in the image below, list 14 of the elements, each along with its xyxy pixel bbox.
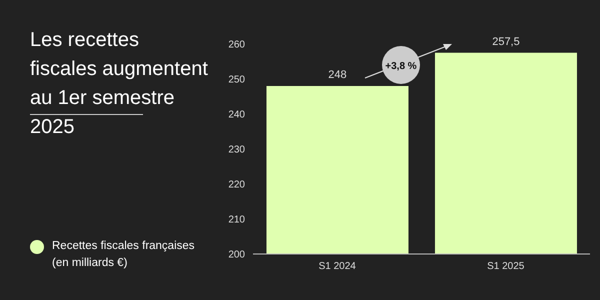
x-tick-label: S1 2025: [487, 261, 525, 272]
y-tick-label: 240: [228, 110, 246, 121]
y-tick-label: 200: [228, 250, 246, 261]
y-tick-label: 230: [228, 144, 246, 156]
y-tick-label: 260: [228, 40, 246, 51]
legend-label: Recettes fiscales françaises (en milliards €): [52, 239, 196, 271]
data-label: 257,5: [492, 36, 520, 48]
annotation: +3,8 %: [385, 61, 417, 72]
x-tick-label: S1 2024: [318, 261, 356, 272]
y-tick-label: 250: [228, 74, 246, 86]
y-tick-label: 210: [228, 214, 246, 226]
data-label: 248: [328, 69, 347, 81]
y-tick-label: 220: [228, 180, 246, 191]
text: Les recettes fiscales augmentent au 1er semestre 2025: [30, 28, 209, 140]
